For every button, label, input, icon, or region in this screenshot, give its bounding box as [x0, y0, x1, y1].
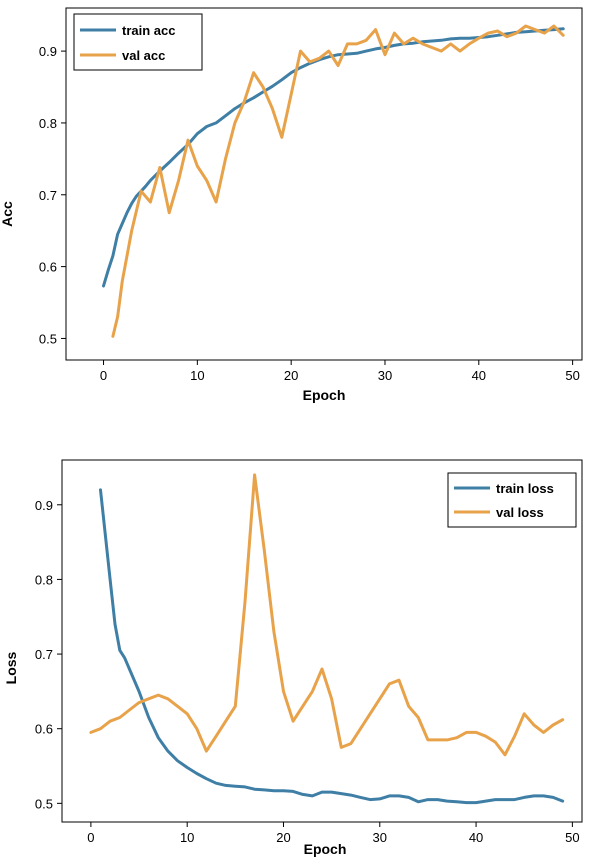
y-tick-label: 0.7: [39, 188, 57, 203]
legend-label: train loss: [496, 481, 554, 496]
x-tick-label: 40: [472, 368, 486, 383]
x-axis-label: Epoch: [304, 841, 347, 857]
x-tick-label: 30: [378, 368, 392, 383]
series-line-val-loss: [89, 473, 565, 757]
series-line-val-acc: [111, 24, 565, 338]
accuracy-chart: 0 10 20 30 40 50 0.5 0.6 0.7 0.8 0.9 Epoch Acc tra…: [0, 7, 583, 403]
y-tick-label: 0.9: [35, 498, 53, 513]
y-tick-label: 0.7: [35, 647, 53, 662]
x-tick-label: 20: [276, 830, 290, 845]
ticks: 0 10 20 30 40 50 0.5 0.6 0.7 0.8 0.9: [35, 498, 580, 845]
y-tick-label: 0.6: [35, 722, 53, 737]
legend: train loss val loss: [447, 472, 577, 528]
legend-box: [447, 472, 577, 528]
x-tick-label: 50: [565, 830, 579, 845]
y-tick-label: 0.5: [35, 796, 53, 811]
y-tick-label: 0.9: [39, 44, 57, 59]
ticks: 0 10 20 30 40 50 0.5 0.6 0.7 0.8 0.9: [39, 44, 580, 383]
series-lines: [102, 24, 565, 338]
legend-box: [73, 13, 203, 71]
legend-label: train acc: [122, 23, 175, 38]
legend-label: val loss: [496, 505, 544, 520]
x-tick-label: 0: [87, 830, 94, 845]
y-axis-label: Acc: [0, 201, 15, 227]
x-tick-label: 20: [284, 368, 298, 383]
y-axis-label: Loss: [3, 651, 19, 684]
y-tick-label: 0.8: [35, 572, 53, 587]
x-axis-label: Epoch: [303, 387, 346, 403]
loss-chart: 0 10 20 30 40 50 0.5 0.6 0.7 0.8 0.9 Epoch Loss tr…: [3, 459, 583, 857]
x-tick-label: 50: [565, 368, 579, 383]
y-tick-label: 0.5: [39, 331, 57, 346]
x-tick-label: 30: [373, 830, 387, 845]
y-tick-label: 0.6: [39, 260, 57, 275]
x-tick-label: 0: [100, 368, 107, 383]
x-tick-label: 40: [469, 830, 483, 845]
x-tick-label: 10: [180, 830, 194, 845]
x-tick-label: 10: [190, 368, 204, 383]
series-lines: [89, 473, 565, 805]
legend-label: val acc: [122, 48, 165, 63]
series-line-train-loss: [99, 488, 565, 805]
legend: train acc val acc: [73, 13, 203, 71]
y-tick-label: 0.8: [39, 116, 57, 131]
